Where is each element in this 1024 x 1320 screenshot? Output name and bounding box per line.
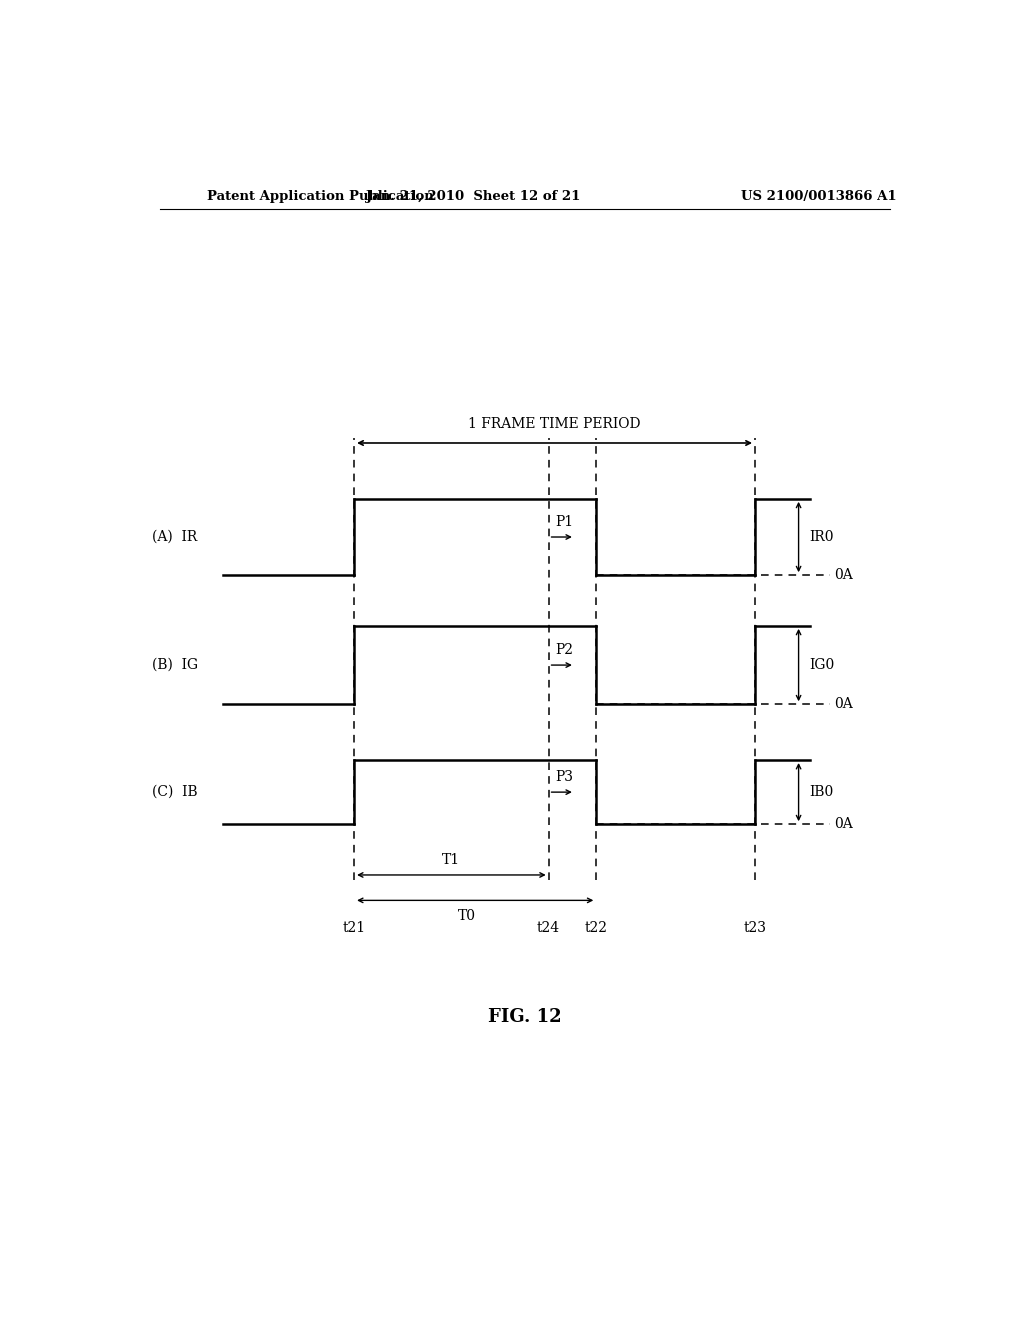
Text: 0A: 0A [835, 568, 853, 582]
Text: P1: P1 [555, 515, 573, 529]
Text: US 2100/0013866 A1: US 2100/0013866 A1 [740, 190, 896, 202]
Text: P3: P3 [555, 770, 573, 784]
Text: Patent Application Publication: Patent Application Publication [207, 190, 434, 202]
Text: P2: P2 [555, 643, 573, 657]
Text: t21: t21 [343, 921, 366, 935]
Text: 0A: 0A [835, 697, 853, 711]
Text: Jan. 21, 2010  Sheet 12 of 21: Jan. 21, 2010 Sheet 12 of 21 [366, 190, 581, 202]
Text: T1: T1 [442, 853, 461, 867]
Text: FIG. 12: FIG. 12 [488, 1008, 561, 1026]
Text: t24: t24 [537, 921, 560, 935]
Text: IB0: IB0 [809, 785, 834, 799]
Text: t22: t22 [585, 921, 607, 935]
Text: 0A: 0A [835, 817, 853, 832]
Text: T0: T0 [459, 908, 476, 923]
Text: IG0: IG0 [809, 659, 835, 672]
Text: t23: t23 [743, 921, 766, 935]
Text: (C)  IB: (C) IB [152, 785, 198, 799]
Text: 1 FRAME TIME PERIOD: 1 FRAME TIME PERIOD [468, 417, 641, 430]
Text: (A)  IR: (A) IR [152, 531, 197, 544]
Text: (B)  IG: (B) IG [152, 659, 198, 672]
Text: IR0: IR0 [809, 531, 834, 544]
